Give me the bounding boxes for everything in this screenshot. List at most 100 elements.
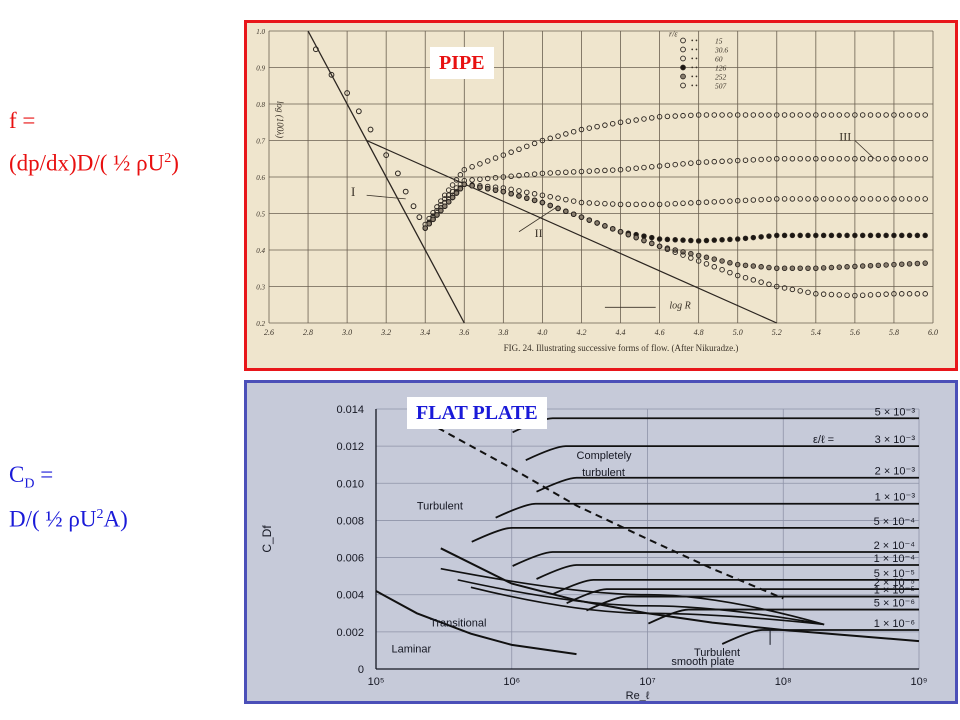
pipe-data-point [867, 262, 874, 269]
pipe-data-point [563, 169, 569, 176]
pipe-data-point [680, 112, 686, 119]
pipe-data-point [766, 281, 772, 288]
pipe-data-point [695, 238, 702, 244]
pipe-chart: 2.6 2.8 3.0 3.2 3.4 3.6 3.8 4.0 4.2 4.4 4.6 4.8 5.0 5… [256, 28, 938, 353]
pipe-tag: PIPE [430, 47, 494, 79]
pipe-data-point [524, 195, 530, 201]
pipe-figure-caption: FIG. 24. Illustrating successive forms o… [504, 343, 739, 353]
plate-transitional-curve [457, 579, 825, 626]
pipe-data-point [774, 283, 780, 290]
pipe-data-point [859, 292, 866, 299]
pipe-data-point [891, 261, 897, 268]
pipe-legend-dots: • • [691, 55, 698, 63]
pipe-data-point [734, 261, 741, 268]
pipe-data-point [457, 185, 464, 192]
pipe-data-point [875, 155, 882, 162]
pipe-y-tick-label: 0.5 [256, 211, 265, 219]
pipe-x-tick-label: 2.8 [303, 328, 313, 337]
plate-x-tick-label: 10⁶ [503, 676, 520, 688]
plate-roughness-label: 5 × 10⁻⁶ [874, 598, 915, 610]
pipe-x-tick-label: 4.2 [576, 328, 586, 337]
pipe-data-point [492, 187, 499, 193]
pipe-data-point [672, 113, 678, 119]
pipe-data-point [633, 234, 639, 241]
pipe-data-point [789, 286, 796, 293]
pipe-data-point [695, 258, 702, 264]
pipe-data-point [899, 155, 905, 162]
pipe-data-point [508, 149, 514, 155]
pipe-data-point [797, 232, 803, 239]
pipe-data-point [703, 237, 710, 244]
plate-annotation-smooth-2: smooth plate [671, 656, 734, 668]
plate-equation-c: C [9, 462, 25, 487]
pipe-data-point [727, 198, 733, 204]
pipe-data-point [547, 170, 553, 176]
pipe-data-point [906, 232, 913, 239]
pipe-data-point [469, 183, 475, 189]
pipe-data-point [774, 196, 780, 202]
pipe-data-point [625, 166, 632, 172]
pipe-data-point [797, 265, 803, 271]
pipe-data-point [766, 112, 772, 118]
pipe-data-point [899, 291, 905, 297]
pipe-data-point [649, 115, 655, 121]
pipe-data-point [703, 261, 710, 267]
pipe-data-point [578, 214, 585, 220]
pipe-data-point [844, 112, 850, 118]
pipe-data-point [453, 190, 460, 196]
pipe-data-point [711, 158, 718, 165]
pipe-data-point [750, 197, 757, 203]
pipe-data-point [906, 261, 913, 267]
pipe-data-point [688, 112, 694, 119]
pipe-legend-label: 507 [715, 81, 727, 90]
pipe-data-point [602, 200, 608, 207]
pipe-region-label-III: III [839, 130, 851, 144]
pipe-data-point [508, 186, 514, 193]
pipe-data-point [805, 232, 811, 239]
pipe-data-point [578, 126, 585, 133]
pipe-data-point [641, 233, 647, 239]
plate-roughness-line [586, 595, 919, 612]
pipe-data-point [813, 196, 819, 202]
pipe-data-point [680, 161, 686, 167]
pipe-data-point [570, 211, 577, 217]
pipe-data-point [914, 291, 921, 297]
pipe-data-point [656, 163, 663, 169]
plate-roughness-label: 2 × 10⁻³ [875, 466, 916, 478]
pipe-data-point [914, 112, 921, 118]
plate-equation-text: D/( ½ ρU [9, 506, 97, 532]
pipe-chart-panel: 2.6 2.8 3.0 3.2 3.4 3.6 3.8 4.0 4.2 4.4 4.6 4.8 5.0 5… [244, 20, 958, 371]
pipe-data-point [750, 263, 757, 269]
plate-roughness-label: 1 × 10⁻⁴ [874, 553, 916, 565]
pipe-data-point [461, 181, 468, 188]
pipe-data-point [539, 199, 546, 206]
plate-y-tick-label: 0.006 [336, 553, 364, 565]
pipe-data-point [781, 265, 788, 271]
pipe-data-point [899, 112, 905, 118]
plate-x-tick-label: 10⁷ [639, 676, 655, 688]
pipe-legend-dots: • • [691, 82, 698, 90]
pipe-data-point [688, 237, 694, 244]
pipe-data-point [484, 158, 491, 164]
pipe-data-point [914, 232, 921, 239]
pipe-data-point [719, 112, 725, 118]
pipe-data-point [805, 196, 811, 202]
pipe-data-point [883, 291, 889, 297]
pipe-data-point [555, 205, 561, 212]
pipe-data-point [531, 140, 538, 147]
pipe-legend-label: 252 [715, 72, 727, 81]
pipe-data-point [922, 155, 928, 162]
pipe-data-point [539, 170, 546, 177]
pipe-data-point [453, 177, 460, 183]
pipe-data-point [859, 196, 866, 202]
pipe-data-point [852, 292, 858, 299]
pipe-x-tick-label: 4.0 [537, 328, 547, 337]
pipe-data-point [555, 169, 561, 176]
pipe-data-point [883, 112, 889, 118]
pipe-data-point [789, 155, 796, 162]
flat-plate-tag: FLAT PLATE [407, 397, 547, 429]
pipe-data-point [766, 233, 772, 239]
pipe-data-point [789, 112, 796, 118]
pipe-data-point [797, 196, 803, 202]
pipe-data-point [531, 191, 538, 197]
